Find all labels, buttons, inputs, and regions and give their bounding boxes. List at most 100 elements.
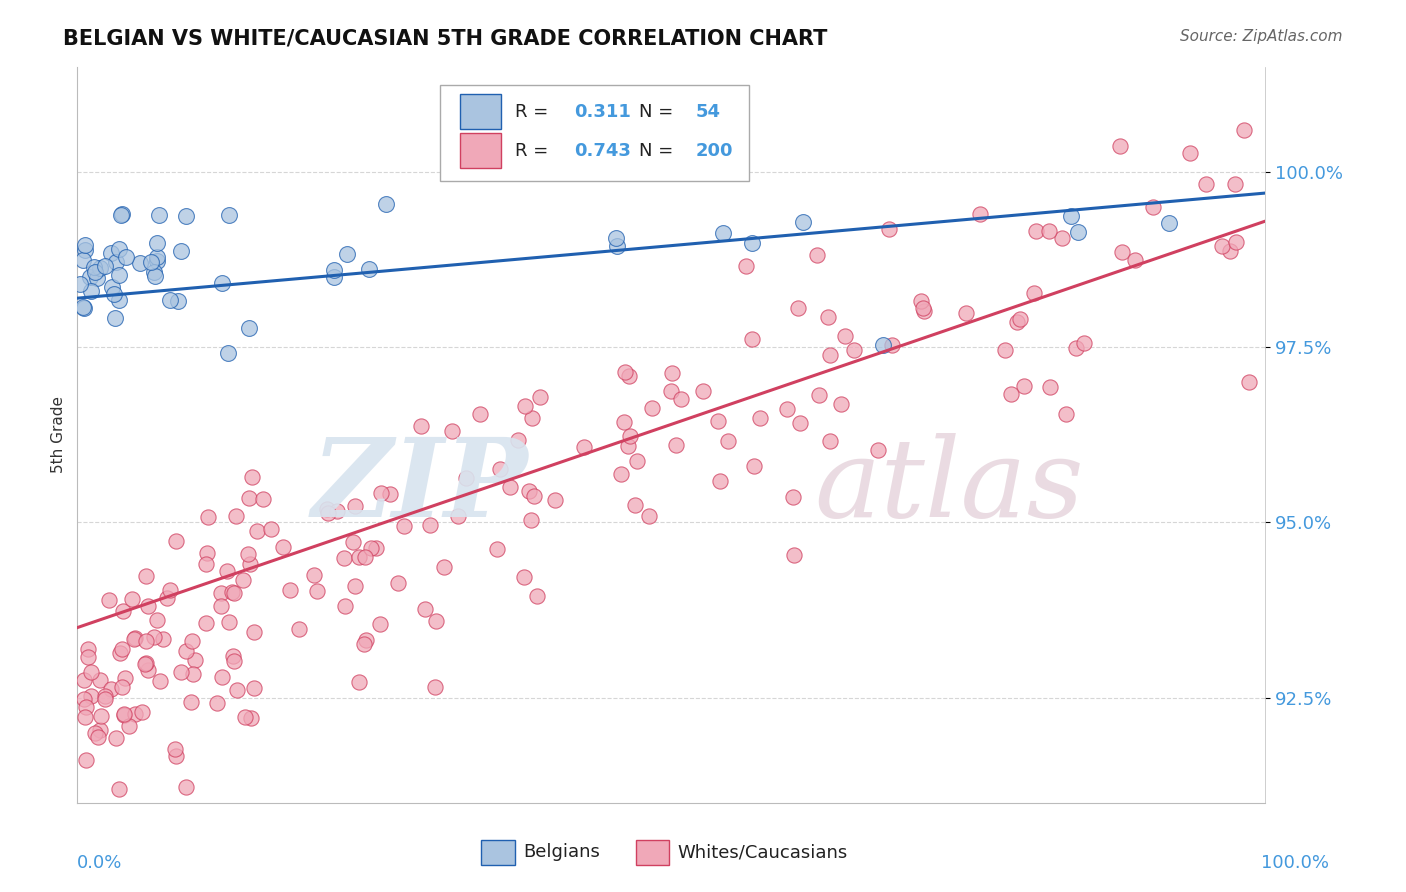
Point: [170, 244, 193, 259]
Point: [783, 548, 806, 562]
Point: [735, 260, 758, 274]
Point: [86, 270, 108, 285]
Point: [806, 248, 828, 262]
Point: [792, 215, 814, 229]
Point: [111, 681, 134, 695]
Point: [170, 665, 193, 679]
Point: [316, 502, 339, 516]
Point: [342, 535, 364, 549]
Point: [97, 593, 120, 607]
Point: [447, 508, 470, 523]
Point: [232, 573, 254, 587]
Point: [353, 637, 375, 651]
Point: [336, 247, 359, 261]
Point: [1022, 286, 1045, 301]
Point: [1111, 245, 1133, 260]
Point: [174, 209, 197, 223]
Point: [89, 261, 111, 276]
Point: [124, 631, 146, 645]
Point: [197, 510, 219, 524]
Point: [80, 689, 103, 703]
Point: [368, 616, 391, 631]
Point: [409, 419, 432, 434]
Point: [195, 546, 218, 560]
Point: [425, 614, 447, 628]
Point: [80, 284, 103, 298]
Text: N =: N =: [640, 103, 679, 120]
Point: [184, 652, 207, 666]
Point: [218, 208, 240, 222]
Point: [387, 575, 409, 590]
Point: [165, 742, 187, 756]
Point: [520, 513, 543, 527]
FancyBboxPatch shape: [440, 86, 748, 181]
Point: [221, 584, 243, 599]
Point: [818, 434, 841, 448]
Point: [260, 522, 283, 536]
Point: [661, 366, 683, 380]
Point: [969, 207, 991, 221]
Point: [73, 238, 96, 252]
Point: [776, 401, 799, 416]
Point: [103, 310, 125, 325]
Point: [370, 485, 392, 500]
Point: [72, 300, 94, 314]
Point: [305, 584, 328, 599]
Point: [1000, 386, 1022, 401]
Point: [748, 410, 770, 425]
Point: [159, 582, 181, 597]
Point: [741, 332, 763, 346]
Point: [1225, 178, 1247, 192]
Point: [1157, 215, 1180, 229]
Point: [610, 467, 633, 482]
Point: [226, 682, 249, 697]
Point: [506, 434, 529, 448]
Point: [100, 245, 122, 260]
Point: [211, 276, 233, 290]
Text: N =: N =: [640, 142, 679, 160]
Point: [93, 692, 115, 706]
Point: [1064, 341, 1087, 355]
Point: [742, 458, 765, 473]
Point: [789, 416, 811, 430]
Point: [544, 493, 567, 508]
Point: [145, 236, 167, 251]
Point: [354, 633, 377, 648]
Point: [717, 434, 740, 449]
Point: [222, 654, 245, 668]
Point: [174, 780, 197, 794]
Point: [1123, 253, 1146, 268]
Point: [240, 470, 263, 484]
Point: [215, 564, 238, 578]
Point: [572, 440, 595, 454]
Point: [613, 415, 636, 429]
FancyBboxPatch shape: [460, 95, 502, 129]
Point: [1178, 146, 1201, 161]
Point: [1142, 201, 1164, 215]
Point: [994, 343, 1017, 358]
Point: [1039, 379, 1062, 393]
Point: [73, 673, 96, 687]
Point: [357, 262, 380, 277]
Y-axis label: 5th Grade: 5th Grade: [51, 396, 66, 474]
Text: atlas: atlas: [814, 433, 1084, 541]
Point: [1073, 335, 1095, 350]
Point: [239, 557, 262, 571]
Point: [423, 680, 446, 694]
Point: [287, 623, 309, 637]
Point: [104, 255, 127, 269]
Point: [245, 524, 267, 538]
Point: [146, 614, 169, 628]
FancyBboxPatch shape: [460, 133, 502, 169]
Point: [180, 695, 202, 709]
Point: [872, 338, 894, 352]
Point: [375, 197, 398, 211]
Point: [882, 338, 904, 352]
Point: [280, 582, 302, 597]
Point: [112, 707, 135, 722]
Point: [640, 401, 662, 416]
Point: [121, 591, 143, 606]
Point: [488, 461, 510, 475]
Point: [83, 260, 105, 274]
Point: [782, 490, 804, 504]
